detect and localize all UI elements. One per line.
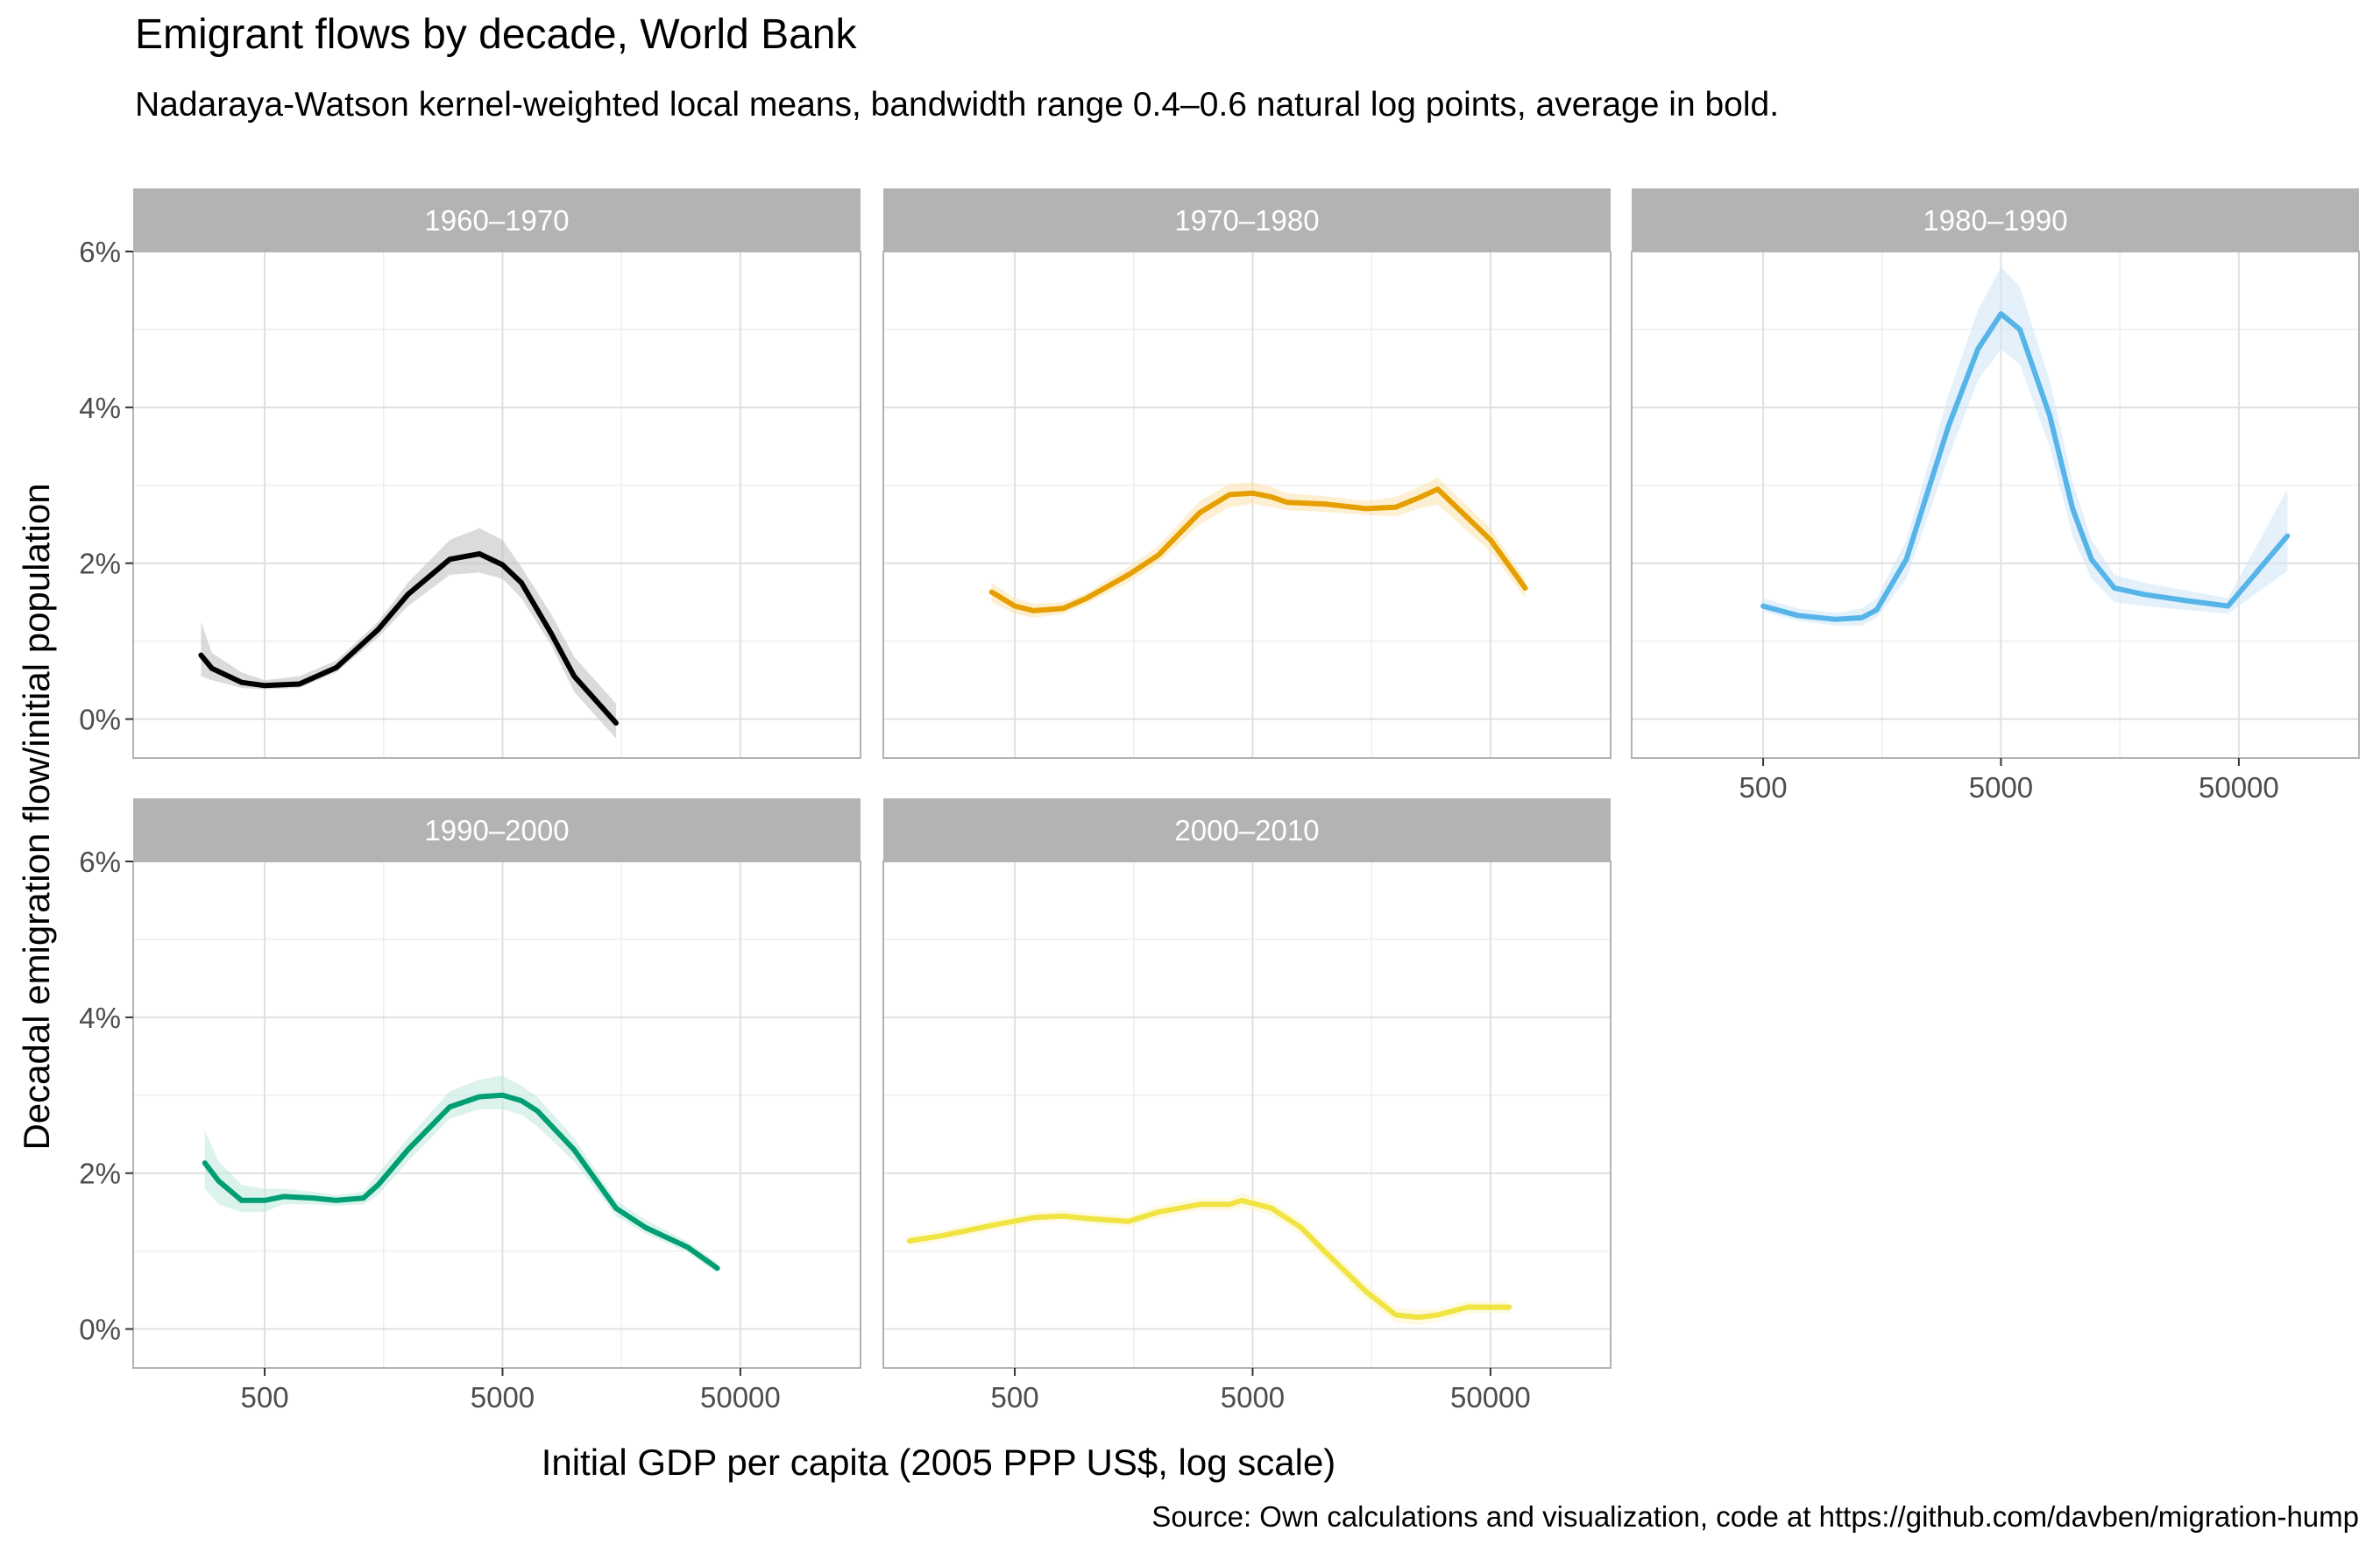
x-tick-label: 50000: [1450, 1381, 1531, 1414]
plot-area: [883, 252, 1611, 758]
panel-border: [1631, 251, 2360, 759]
bandwidth-range-band: [991, 477, 1526, 618]
facet-panel: 1980–1990 500 5000 50000: [1631, 188, 2360, 804]
plot-area: [133, 861, 861, 1368]
average-line: [988, 486, 1528, 613]
facet-strip-label: 1960–1970: [424, 204, 569, 237]
average-line: [198, 551, 619, 726]
x-tick-label: 5000: [471, 1381, 535, 1414]
chart-title: Emigrant flows by decade, World Bank: [135, 11, 857, 58]
facet-strip-label: 1990–2000: [424, 814, 569, 847]
facet-strip: [883, 798, 1611, 861]
facet-strip-label: 2000–2010: [1174, 814, 1319, 847]
y-tick-label: 4%: [79, 1002, 121, 1034]
plot-area: [883, 861, 1611, 1368]
x-tick-label: 50000: [700, 1381, 781, 1414]
facet-panel: 1960–1970 0% 2% 4% 6%: [79, 188, 861, 759]
bandwidth-range-band: [909, 1193, 1510, 1326]
y-tick-label: 0%: [79, 1314, 121, 1346]
x-tick-label: 500: [991, 1381, 1039, 1414]
x-tick-label: 5000: [1969, 771, 2033, 804]
panel-border: [882, 251, 1611, 759]
x-tick-label: 500: [241, 1381, 289, 1414]
average-line: [1760, 311, 2291, 622]
plot-area: [133, 252, 861, 758]
panel-border: [132, 861, 861, 1369]
y-tick-label: 2%: [79, 548, 121, 580]
source-caption: Source: Own calculations and visualizati…: [1151, 1500, 2359, 1533]
panel-border: [882, 861, 1611, 1369]
average-line: [906, 1197, 1512, 1321]
x-tick-label: 5000: [1221, 1381, 1285, 1414]
y-tick-label: 4%: [79, 392, 121, 424]
panel-border: [132, 251, 861, 759]
bandwidth-range-band: [201, 528, 616, 739]
facet-panel: 1990–2000 0% 2% 4% 6% 500 5000 50000: [79, 798, 861, 1414]
y-axis-title: Decadal emigration flow/initial populati…: [16, 483, 57, 1150]
facet-strip: [133, 188, 861, 252]
facet-strip: [1632, 188, 2359, 252]
facet-strip: [883, 188, 1611, 252]
y-tick-label: 6%: [79, 236, 121, 268]
facet-panel: 2000–2010 500 5000 50000: [882, 798, 1611, 1414]
facet-panel: 1970–1980: [882, 188, 1611, 759]
y-tick-label: 6%: [79, 846, 121, 878]
facet-strip-label: 1980–1990: [1923, 204, 2067, 237]
y-tick-label: 0%: [79, 704, 121, 736]
facet-strip-label: 1970–1980: [1174, 204, 1319, 237]
y-tick-label: 2%: [79, 1158, 121, 1190]
x-axis-title: Initial GDP per capita (2005 PPP US$, lo…: [542, 1442, 1336, 1483]
chart-subtitle: Nadaraya-Watson kernel-weighted local me…: [135, 86, 1780, 124]
x-tick-label: 50000: [2199, 771, 2279, 804]
average-line: [202, 1092, 720, 1272]
x-tick-label: 500: [1739, 771, 1788, 804]
facet-strip: [133, 798, 861, 861]
